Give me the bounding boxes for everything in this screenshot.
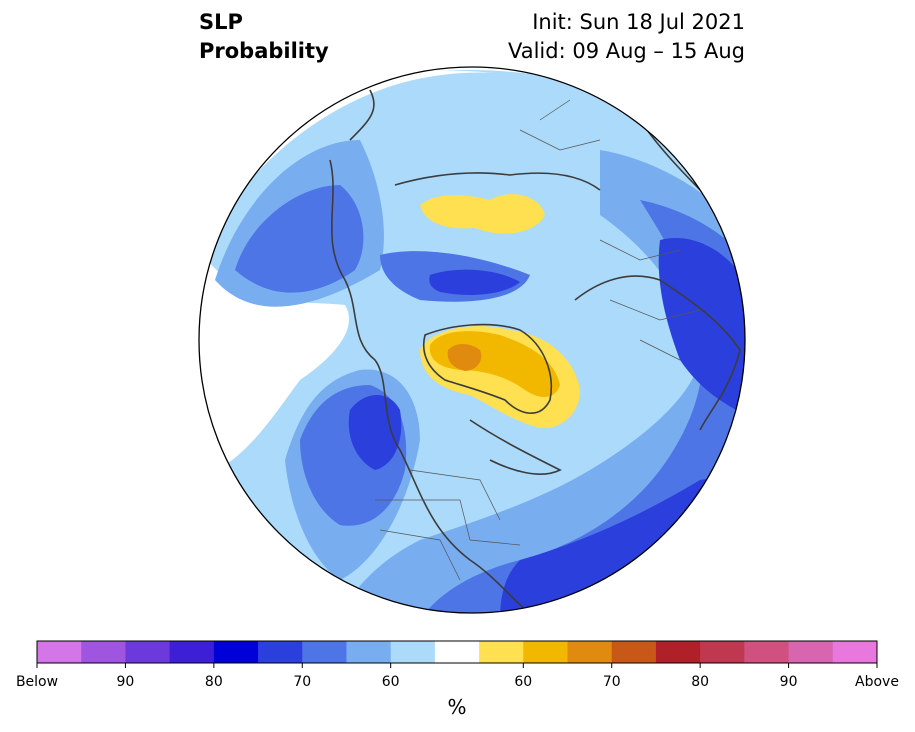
chart-title-left: SLP Probability xyxy=(199,8,329,66)
colorbar-ticks xyxy=(36,663,878,668)
chart-title-right: Init: Sun 18 Jul 2021 Valid: 09 Aug – 15… xyxy=(508,8,745,66)
colorbar-cell xyxy=(788,641,834,663)
colorbar-tick-label: 90 xyxy=(779,674,798,690)
colorbar-cell xyxy=(655,641,701,663)
colorbar-cell xyxy=(611,641,657,663)
colorbar-cell xyxy=(81,641,126,663)
contour-above-60-siberia xyxy=(420,194,545,234)
colorbar-cell xyxy=(125,641,171,663)
contour-below-70 xyxy=(235,185,745,613)
colorbar-cells xyxy=(37,641,878,663)
colorbar-cell xyxy=(832,641,878,663)
probability-field xyxy=(199,67,745,613)
product-title: Probability xyxy=(199,39,329,63)
colorbar-cell xyxy=(479,641,524,663)
colorbar-tick-label: 60 xyxy=(514,674,533,690)
colorbar-cell xyxy=(700,641,745,663)
colorbar-tick-label: 80 xyxy=(691,674,710,690)
colorbar-cell xyxy=(567,641,613,663)
colorbar-tick-label: 70 xyxy=(293,674,312,690)
colorbar-cell xyxy=(434,641,480,663)
colorbar-cell xyxy=(213,641,259,663)
colorbar-cell xyxy=(37,641,82,663)
contour-below-75 xyxy=(348,238,745,613)
colorbar-cell xyxy=(346,641,392,663)
political-borders xyxy=(375,99,701,581)
polar-map xyxy=(198,66,746,614)
colorbar-tick-label: 90 xyxy=(116,674,135,690)
colorbar-tick-label: 70 xyxy=(602,674,621,690)
contour-above-70 xyxy=(447,344,482,371)
colorbar-tick-label: Above xyxy=(855,674,899,690)
colorbar xyxy=(36,640,878,668)
map-boundary xyxy=(198,66,746,614)
colorbar-cell xyxy=(744,641,790,663)
colorbar-cell xyxy=(390,641,436,663)
valid-date: Valid: 09 Aug – 15 Aug xyxy=(507,39,745,63)
colorbar-tick-label: Below xyxy=(15,674,59,690)
colorbar-unit: % xyxy=(447,695,467,719)
colorbar-tick-label: 80 xyxy=(204,674,223,690)
init-date: Init: Sun 18 Jul 2021 xyxy=(532,10,745,34)
colorbar-cell xyxy=(169,641,215,663)
colorbar-frame xyxy=(36,640,878,664)
colorbar-cell xyxy=(258,641,303,663)
colorbar-cell xyxy=(523,641,569,663)
colorbar-tick-label: 60 xyxy=(381,674,400,690)
colorbar-cell xyxy=(302,641,347,663)
variable-title: SLP xyxy=(199,10,243,34)
